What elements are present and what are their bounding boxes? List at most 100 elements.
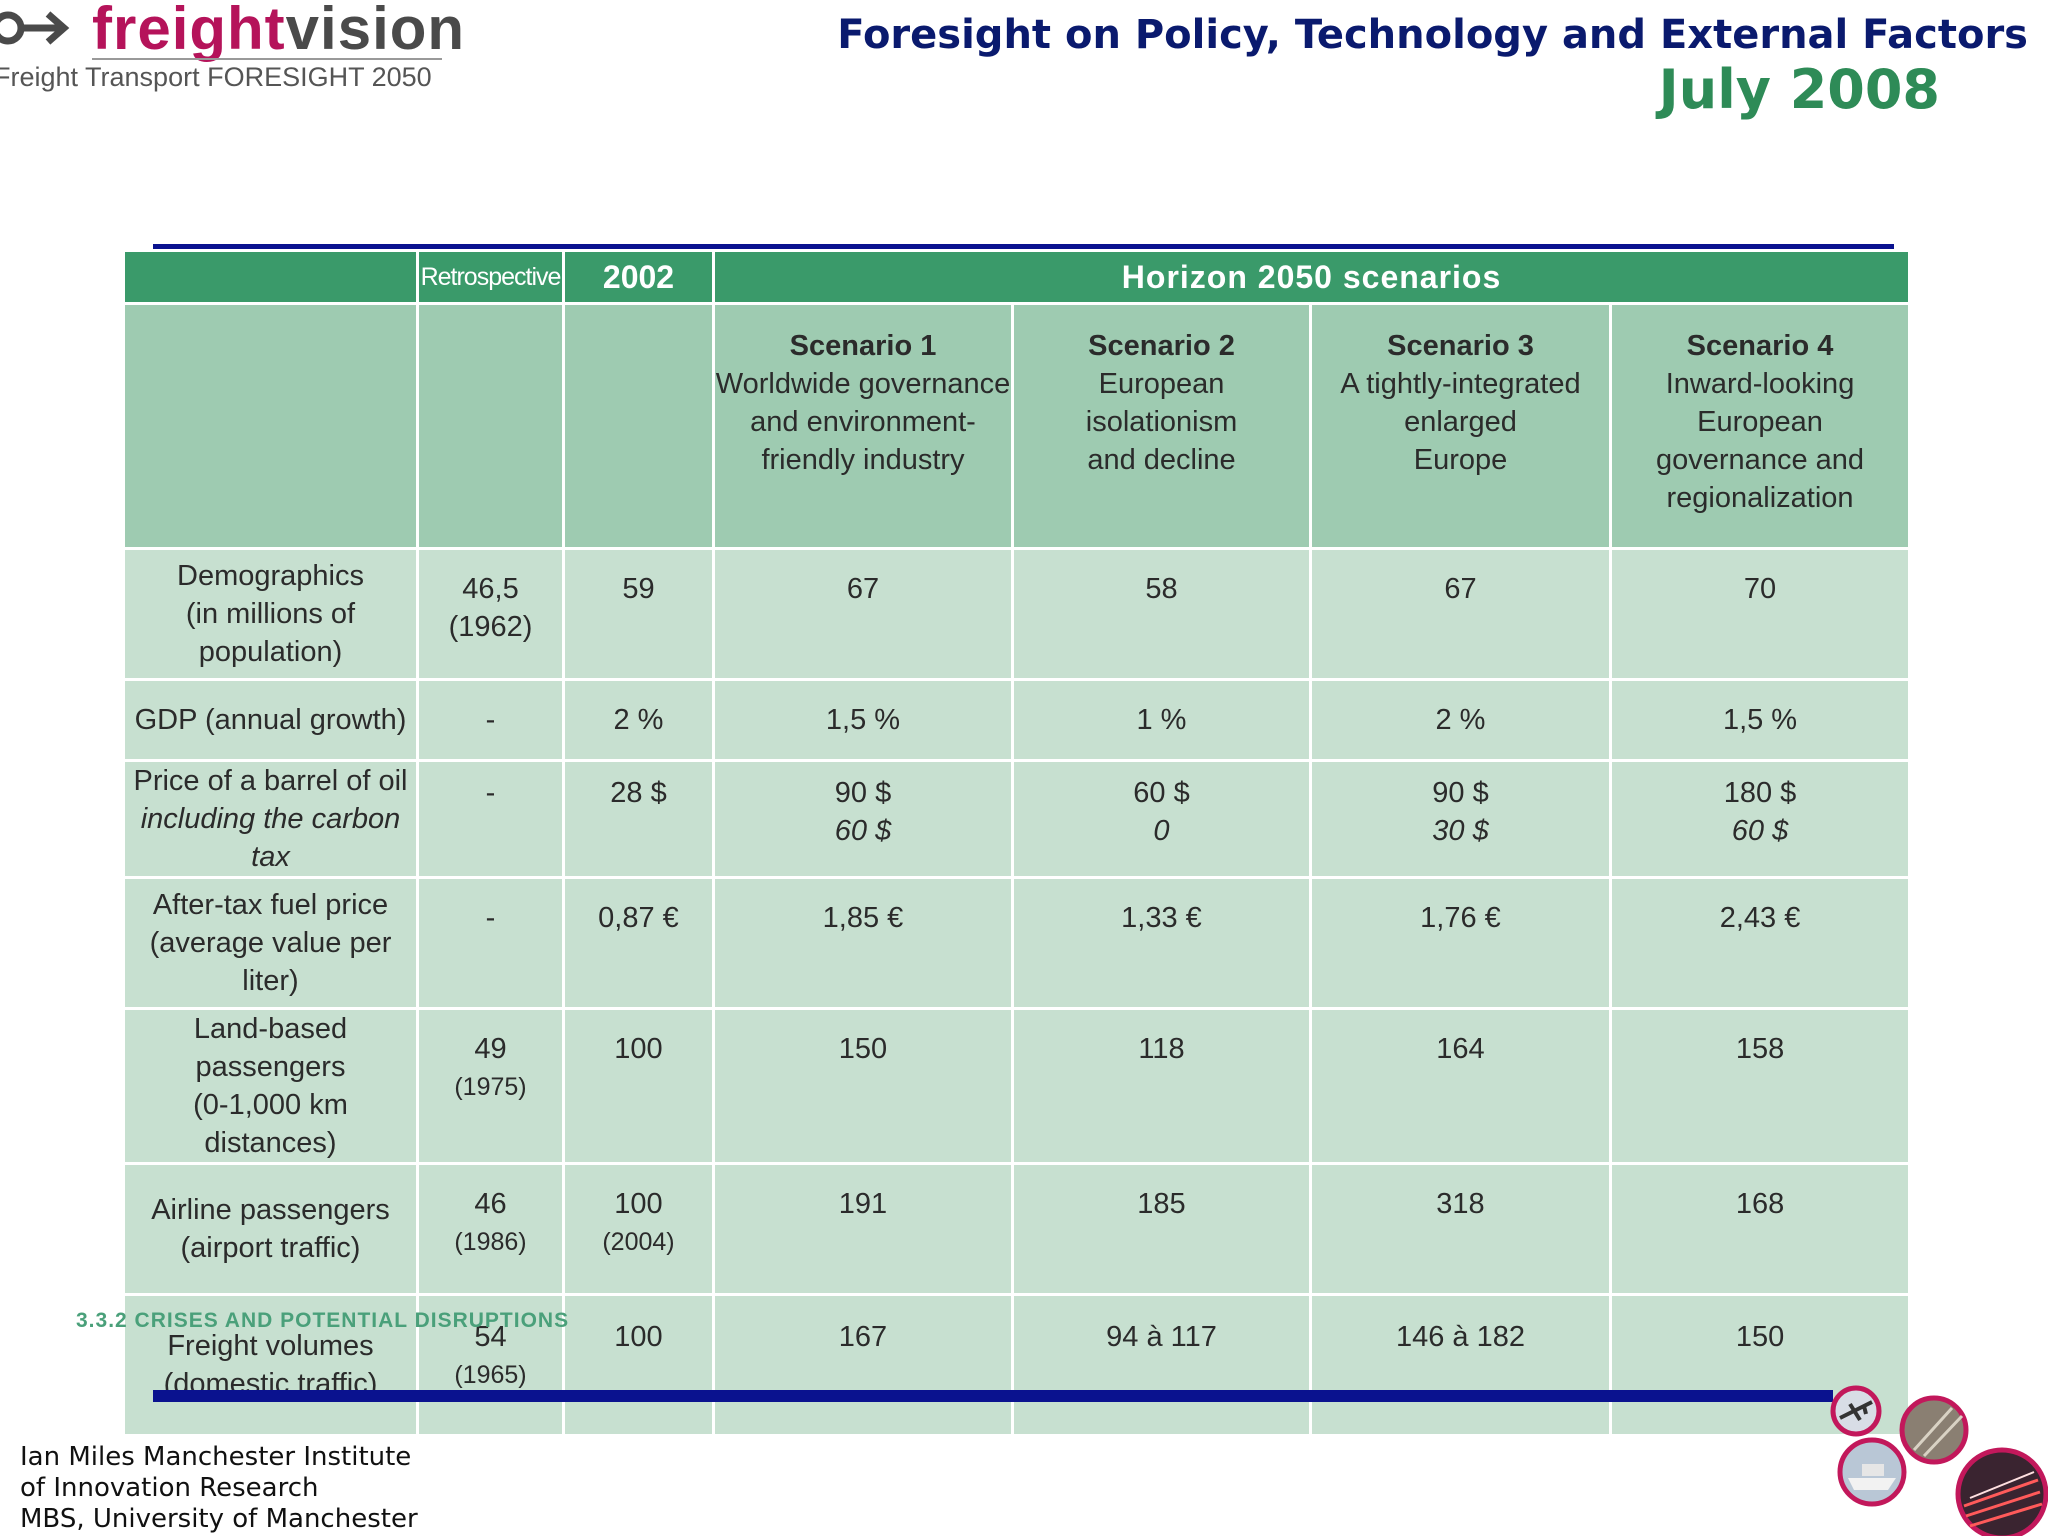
cell-scenario-3: 90 $ 30 $ xyxy=(1309,759,1612,879)
cell-retrospective: 54 (1965) xyxy=(416,1293,565,1437)
cell-scenario-1: 167 xyxy=(712,1293,1014,1437)
footer-author-line: of Innovation Research xyxy=(20,1473,319,1503)
row-label-subline: including the carbon tax xyxy=(140,803,401,873)
scenario-desc-line: Inward-looking xyxy=(1665,368,1855,400)
transport-photo-circles xyxy=(1830,1385,2048,1536)
logo-divider xyxy=(92,58,442,60)
header-year-2002: 2002 xyxy=(562,249,715,305)
cell-scenario-4: 1,5 % xyxy=(1608,678,1912,762)
row-label: Airline passengers (airport traffic) xyxy=(122,1162,419,1296)
row-label-line: Airline passengers xyxy=(151,1194,390,1226)
cell-note: (2004) xyxy=(602,1228,675,1256)
scenario-desc-line: and decline xyxy=(1087,444,1236,476)
row-label-line: Land-based passengers xyxy=(193,1013,348,1083)
row-label-line: Price of a barrel of oil xyxy=(133,765,408,797)
scenario-desc-line: friendly industry xyxy=(761,444,965,476)
cell-2002: 59 xyxy=(562,547,715,681)
cell-value-with-tax: 0 xyxy=(1153,815,1170,847)
cell-scenario-3: 164 xyxy=(1309,1007,1612,1165)
cell-retrospective: 49 (1975) xyxy=(416,1007,565,1165)
logo-word-freight: freight xyxy=(92,0,286,62)
cell-scenario-2: 185 xyxy=(1011,1162,1312,1296)
scenario-desc-line: European xyxy=(1098,368,1225,400)
scenario-desc-line: enlarged xyxy=(1404,406,1517,438)
top-divider xyxy=(153,244,1894,250)
cell-value: 49 xyxy=(474,1033,507,1065)
cell-value: 90 $ xyxy=(834,777,892,809)
scenario-2-header: Scenario 2 European isolationism and dec… xyxy=(1011,302,1312,550)
row-label-line: After-tax fuel price xyxy=(152,889,389,921)
scenario-title: Scenario 3 xyxy=(1387,330,1534,362)
page-title: Foresight on Policy, Technology and Exte… xyxy=(837,12,2028,58)
scenario-header-row: Scenario 1 Worldwide governance and envi… xyxy=(122,302,1912,550)
cell-note: (1975) xyxy=(454,1073,527,1101)
scenario-4-header: Scenario 4 Inward-looking European gover… xyxy=(1608,302,1912,550)
cell-2002: 100 (2004) xyxy=(562,1162,715,1296)
cell-value: 46 xyxy=(474,1188,507,1220)
scenario-desc-line: isolationism xyxy=(1085,406,1238,438)
scenario-3-header: Scenario 3 A tightly-integrated enlarged… xyxy=(1309,302,1612,550)
highway-photo-icon xyxy=(1955,1447,2048,1536)
footer-author-line: Ian Miles Manchester Institute xyxy=(20,1442,412,1472)
cell-scenario-3: 2 % xyxy=(1309,678,1612,762)
cell-scenario-1: 67 xyxy=(712,547,1014,681)
cell-value: 100 xyxy=(614,1188,663,1220)
cell-scenario-4: 70 xyxy=(1608,547,1912,681)
cell-value: 60 $ xyxy=(1133,777,1190,809)
cell-note: (1986) xyxy=(454,1228,527,1256)
cell-scenario-2: 1 % xyxy=(1011,678,1312,762)
cell-value-with-tax: 30 $ xyxy=(1432,815,1489,847)
row-label-line: Demographics xyxy=(177,560,364,592)
scenario-title: Scenario 2 xyxy=(1088,330,1235,362)
freightvision-logo: freightvision Freight Transport FORESIGH… xyxy=(0,0,464,100)
ship-photo-icon xyxy=(1837,1437,1907,1507)
cell-2002: 28 $ xyxy=(562,759,715,879)
cell-note: (1965) xyxy=(454,1361,527,1389)
cell-scenario-2: 58 xyxy=(1011,547,1312,681)
cell-scenario-1: 1,85 € xyxy=(712,876,1014,1010)
footer-author-line: MBS, University of Manchester xyxy=(20,1504,418,1534)
cell-2002: 0,87 € xyxy=(562,876,715,1010)
cell-retrospective: - xyxy=(416,876,565,1010)
cell-scenario-4: 158 xyxy=(1608,1007,1912,1165)
scenario-header-blank xyxy=(562,302,715,550)
cell-scenario-2: 118 xyxy=(1011,1007,1312,1165)
header-horizon-2050: Horizon 2050 scenarios xyxy=(711,249,1912,305)
row-label: After-tax fuel price (average value per … xyxy=(122,876,419,1010)
cell-scenario-1: 191 xyxy=(712,1162,1014,1296)
row-label: Demographics (in millions of population) xyxy=(122,547,419,681)
header-blank xyxy=(122,249,419,305)
cell-2002: 2 % xyxy=(562,678,715,762)
row-label-line: Freight volumes xyxy=(167,1330,374,1362)
cell-scenario-4: 2,43 € xyxy=(1608,876,1912,1010)
table-row-oil-price: Price of a barrel of oil including the c… xyxy=(122,759,1912,879)
cell-scenario-2: 60 $ 0 xyxy=(1011,759,1312,879)
cell-value: 90 $ xyxy=(1432,777,1489,809)
cell-scenario-2: 1,33 € xyxy=(1011,876,1312,1010)
logo-arrow-icon xyxy=(0,11,70,45)
cell-retrospective: - xyxy=(416,759,565,879)
cell-2002: 100 xyxy=(562,1007,715,1165)
cell-scenario-4: 168 xyxy=(1608,1162,1912,1296)
scenario-header-blank xyxy=(122,302,419,550)
scenario-desc-line: and environment- xyxy=(750,406,976,438)
scenario-title: Scenario 4 xyxy=(1686,330,1834,362)
table-row-fuel-price: After-tax fuel price (average value per … xyxy=(122,876,1912,1010)
footer-author: Ian Miles Manchester Institute of Innova… xyxy=(20,1442,418,1535)
scenario-desc-line: regionalization xyxy=(1666,482,1854,514)
row-label: GDP (annual growth) xyxy=(122,678,419,762)
cell-scenario-1: 150 xyxy=(712,1007,1014,1165)
header-retrospective: Retrospective xyxy=(416,249,565,305)
cell-retrospective: 46 (1986) xyxy=(416,1162,565,1296)
cell-value: 46,5 xyxy=(462,573,519,605)
scenario-1-header: Scenario 1 Worldwide governance and envi… xyxy=(712,302,1014,550)
logo-word-vision: vision xyxy=(285,0,466,62)
scenario-desc-line: European xyxy=(1697,406,1823,438)
cell-scenario-2: 94 à 117 xyxy=(1011,1293,1312,1437)
cell-value-with-tax: 60 $ xyxy=(834,815,892,847)
airplane-photo-icon xyxy=(1830,1385,1882,1437)
logo-tagline: Freight Transport FORESIGHT 2050 xyxy=(0,62,432,92)
scenario-desc-line: Worldwide governance xyxy=(715,368,1011,400)
cell-scenario-3: 67 xyxy=(1309,547,1612,681)
scenario-title: Scenario 1 xyxy=(789,330,937,362)
